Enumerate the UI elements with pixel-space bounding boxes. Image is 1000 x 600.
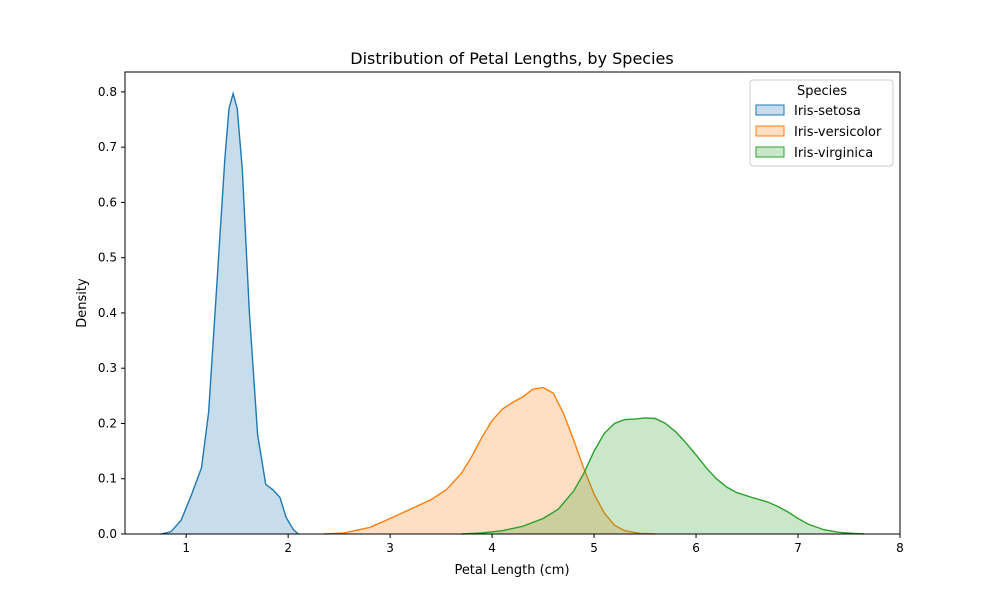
x-tick-label: 3 (386, 541, 394, 555)
y-tick-label: 0.3 (98, 361, 117, 375)
density-areas (160, 90, 865, 535)
legend-title: Species (797, 84, 847, 99)
x-tick-label: 6 (692, 541, 700, 555)
y-tick-label: 0.1 (98, 472, 117, 486)
y-tick-label: 0.0 (98, 527, 117, 541)
legend: Species Iris-setosa Iris-versicolor Iris-v… (749, 79, 894, 167)
line-iris-versicolor (323, 386, 656, 535)
legend-swatch-iris-versicolor (755, 125, 785, 137)
chart-title: Distribution of Petal Lengths, by Specie… (350, 49, 673, 68)
x-tick-label: 1 (182, 541, 190, 555)
area-iris-setosa (160, 93, 299, 534)
x-tick-label: 8 (896, 541, 904, 555)
legend-label-iris-virginica: Iris-virginica (794, 146, 873, 161)
legend-label-iris-setosa: Iris-setosa (794, 104, 861, 119)
y-tick-label: 0.7 (98, 140, 117, 154)
y-tick-label: 0.8 (98, 85, 117, 99)
x-axis-ticks: 1 2 3 4 5 6 7 8 (182, 534, 904, 555)
line-iris-setosa (160, 90, 299, 535)
x-tick-label: 5 (590, 541, 598, 555)
x-tick-label: 4 (488, 541, 496, 555)
x-axis-label: Petal Length (cm) (454, 563, 569, 578)
x-tick-label: 7 (794, 541, 802, 555)
line-iris-virginica (461, 417, 865, 535)
y-tick-label: 0.5 (98, 251, 117, 265)
y-axis-ticks: 0.0 0.1 0.2 0.3 0.4 0.5 0.6 0.7 0.8 (98, 85, 125, 541)
x-tick-label: 2 (284, 541, 292, 555)
area-iris-versicolor (323, 387, 656, 534)
legend-box (749, 79, 894, 167)
legend-swatch-iris-setosa (755, 104, 785, 116)
plot-frame (124, 71, 901, 535)
y-axis-label: Density (75, 278, 90, 328)
legend-label-iris-versicolor: Iris-versicolor (794, 125, 882, 140)
y-tick-label: 0.6 (98, 195, 117, 209)
y-tick-label: 0.4 (98, 306, 117, 320)
legend-swatch-iris-virginica (755, 146, 785, 158)
y-tick-label: 0.2 (98, 416, 117, 430)
